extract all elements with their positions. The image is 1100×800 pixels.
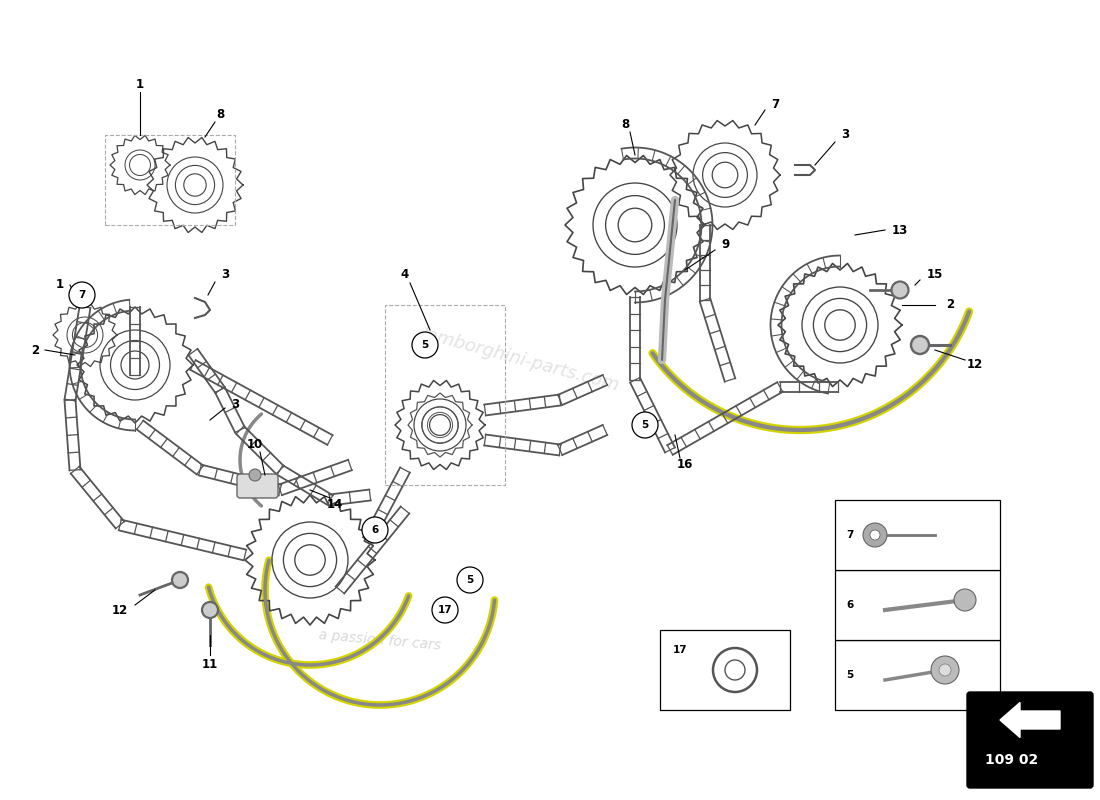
Text: 3: 3 bbox=[840, 129, 849, 142]
Bar bbox=[660, 630, 790, 710]
Bar bbox=[835, 570, 1000, 640]
Circle shape bbox=[456, 567, 483, 593]
Text: 5: 5 bbox=[641, 420, 649, 430]
Text: 8: 8 bbox=[620, 118, 629, 131]
FancyBboxPatch shape bbox=[967, 692, 1093, 788]
Text: 17: 17 bbox=[438, 605, 452, 615]
Text: 1: 1 bbox=[136, 78, 144, 91]
Circle shape bbox=[202, 602, 218, 618]
Circle shape bbox=[249, 469, 261, 481]
FancyBboxPatch shape bbox=[236, 474, 278, 498]
Bar bbox=[104, 135, 235, 225]
Text: a passion for cars: a passion for cars bbox=[318, 628, 442, 652]
Text: 2: 2 bbox=[946, 298, 954, 311]
Text: 17: 17 bbox=[673, 645, 688, 655]
Text: 10: 10 bbox=[246, 438, 263, 451]
Text: 1: 1 bbox=[56, 278, 64, 291]
Circle shape bbox=[870, 530, 880, 540]
Circle shape bbox=[891, 282, 909, 298]
Circle shape bbox=[864, 523, 887, 547]
Bar bbox=[835, 640, 1000, 710]
Bar bbox=[835, 500, 1000, 570]
Text: 3: 3 bbox=[221, 269, 229, 282]
Text: 3: 3 bbox=[231, 398, 239, 411]
Circle shape bbox=[632, 412, 658, 438]
Bar bbox=[385, 305, 505, 485]
Text: 6: 6 bbox=[372, 525, 378, 535]
Text: 5: 5 bbox=[466, 575, 474, 585]
Text: 14: 14 bbox=[327, 498, 343, 511]
Text: 7: 7 bbox=[771, 98, 779, 111]
Circle shape bbox=[172, 572, 188, 588]
Circle shape bbox=[911, 336, 930, 354]
Text: 9: 9 bbox=[720, 238, 729, 251]
Circle shape bbox=[69, 282, 95, 308]
Text: 7: 7 bbox=[78, 290, 86, 300]
Text: 11: 11 bbox=[202, 658, 218, 671]
Text: 12: 12 bbox=[112, 603, 128, 617]
Circle shape bbox=[954, 589, 976, 611]
Circle shape bbox=[939, 664, 952, 676]
Text: 16: 16 bbox=[676, 458, 693, 471]
Text: 13: 13 bbox=[892, 223, 909, 237]
Text: 5: 5 bbox=[846, 670, 854, 680]
Text: 2: 2 bbox=[31, 343, 40, 357]
Text: 8: 8 bbox=[216, 109, 224, 122]
Circle shape bbox=[931, 656, 959, 684]
Circle shape bbox=[432, 597, 458, 623]
Text: 6: 6 bbox=[846, 600, 854, 610]
Text: 4: 4 bbox=[400, 269, 409, 282]
Text: 15: 15 bbox=[927, 269, 943, 282]
Text: 109 02: 109 02 bbox=[984, 753, 1038, 767]
Text: 7: 7 bbox=[846, 530, 854, 540]
Text: 5: 5 bbox=[421, 340, 429, 350]
Circle shape bbox=[362, 517, 388, 543]
FancyArrow shape bbox=[1000, 702, 1060, 738]
Text: lamborghini-parts.com: lamborghini-parts.com bbox=[419, 325, 620, 395]
Text: 12: 12 bbox=[967, 358, 983, 371]
Circle shape bbox=[412, 332, 438, 358]
